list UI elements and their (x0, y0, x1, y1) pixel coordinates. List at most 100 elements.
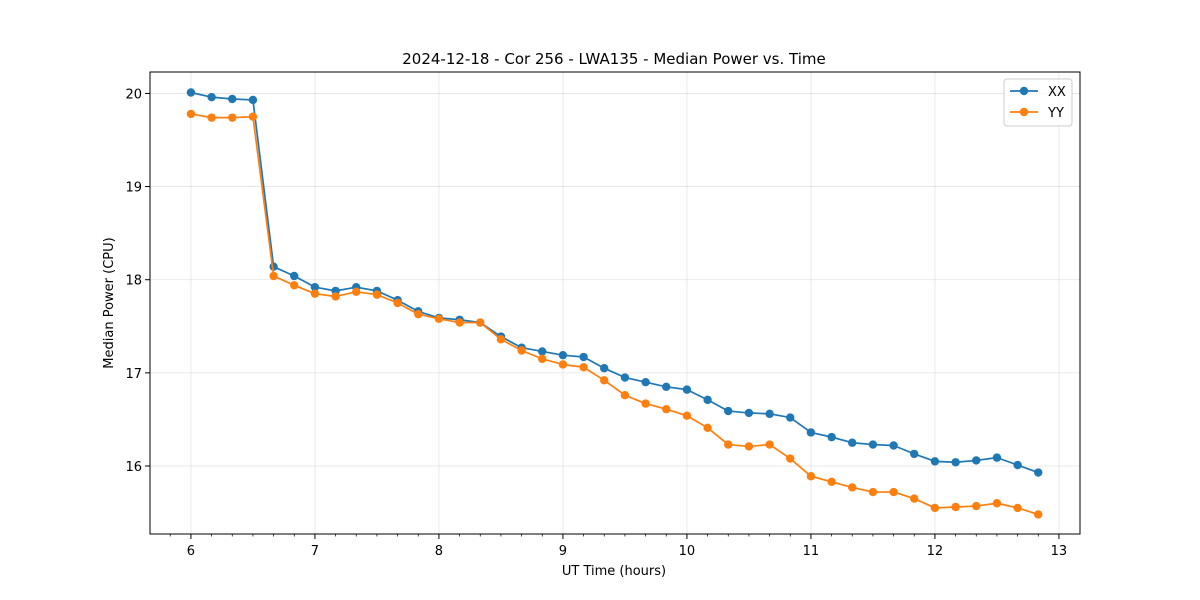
data-point-xx (703, 395, 712, 405)
x-tick-label: 10 (679, 544, 696, 559)
data-point-yy (434, 314, 444, 324)
data-point-yy (269, 271, 278, 281)
data-point-yy (331, 292, 340, 301)
data-point-yy (579, 363, 588, 372)
data-point-yy (951, 502, 960, 512)
x-tick-label: 8 (435, 544, 443, 559)
data-point-yy (868, 487, 878, 497)
series-group (186, 88, 1043, 519)
data-point-xx (848, 438, 857, 447)
series-line-xx (190, 91, 1039, 474)
data-point-xx (1034, 468, 1043, 477)
data-point-yy (641, 399, 650, 408)
data-point-xx (951, 458, 960, 467)
data-point-yy (972, 501, 981, 511)
data-point-xx (558, 350, 568, 360)
data-point-yy (786, 454, 795, 463)
data-point-yy (290, 281, 299, 290)
plot-frame (149, 71, 1081, 535)
legend-label-yy: YY (1047, 106, 1064, 121)
data-point-xx (786, 413, 795, 422)
data-point-yy (682, 411, 692, 420)
y-axis-label: Median Power (CPU) (102, 237, 117, 368)
data-point-xx (930, 457, 940, 466)
data-point-yy (848, 483, 857, 492)
data-point-xx (290, 271, 299, 281)
data-point-xx (228, 94, 237, 104)
data-point-yy (393, 298, 402, 308)
data-point-yy (538, 354, 547, 364)
data-point-xx (910, 449, 919, 459)
data-point-yy (496, 335, 506, 344)
data-point-yy (414, 309, 423, 319)
data-point-xx (889, 441, 898, 450)
data-point-xx (972, 456, 981, 465)
data-point-xx (806, 428, 816, 437)
data-point-xx (1013, 460, 1022, 470)
data-point-xx (620, 373, 630, 382)
data-point-yy (1013, 503, 1022, 513)
data-point-yy (765, 440, 774, 449)
data-point-xx (538, 347, 547, 356)
data-point-xx (744, 408, 754, 418)
data-point-yy (910, 494, 919, 503)
data-point-yy (600, 376, 609, 385)
data-point-xx (662, 382, 671, 392)
data-point-yy (827, 477, 836, 487)
y-tick-label: 16 (125, 460, 142, 475)
grid (150, 72, 1080, 534)
data-point-yy (703, 423, 712, 433)
data-point-xx (248, 95, 258, 105)
x-tick-label: 6 (187, 544, 195, 559)
data-point-xx (310, 282, 320, 292)
data-point-xx (724, 406, 733, 416)
x-tick-label: 9 (559, 544, 567, 559)
data-point-yy (662, 404, 671, 414)
data-point-yy (228, 113, 237, 122)
data-point-yy (476, 318, 485, 327)
data-point-xx (186, 88, 196, 97)
legend-label-xx: XX (1048, 85, 1066, 100)
data-point-yy (724, 440, 733, 449)
data-point-yy (207, 113, 216, 122)
data-point-xx (868, 440, 878, 449)
data-point-yy (806, 472, 816, 481)
y-tick-label: 20 (125, 87, 142, 102)
data-point-yy (455, 318, 464, 327)
data-point-yy (1034, 510, 1043, 519)
data-point-yy (248, 112, 258, 121)
data-point-yy (186, 109, 196, 119)
chart-title: 2024-12-18 - Cor 256 - LWA135 - Median P… (402, 50, 826, 68)
x-tick-label: 13 (1051, 544, 1068, 559)
x-tick-label: 12 (927, 544, 944, 559)
data-point-yy (620, 391, 630, 400)
data-point-yy (352, 287, 361, 297)
axis-ticks: 6 7 8 9 10 11 12 13 16 17 18 19 20 (125, 87, 1067, 559)
data-point-xx (579, 352, 588, 362)
data-point-xx (641, 377, 650, 387)
x-axis-label: UT Time (hours) (562, 564, 666, 579)
y-tick-label: 17 (125, 367, 142, 382)
x-tick-label: 7 (311, 544, 319, 559)
data-point-xx (827, 432, 836, 442)
data-point-yy (517, 346, 526, 355)
data-point-yy (930, 503, 940, 513)
data-point-xx (765, 409, 774, 419)
data-point-yy (992, 499, 1002, 508)
data-point-xx (207, 92, 216, 102)
x-tick-label: 11 (803, 544, 820, 559)
legend: XX YY (1003, 78, 1073, 127)
data-point-yy (310, 289, 320, 298)
data-point-yy (889, 487, 898, 497)
y-tick-label: 18 (125, 274, 142, 289)
legend-marker-yy (1019, 107, 1029, 117)
legend-marker-xx (1019, 86, 1029, 96)
data-point-xx (992, 453, 1002, 462)
data-point-xx (600, 364, 609, 373)
y-tick-label: 19 (125, 181, 142, 196)
data-point-xx (682, 385, 692, 394)
data-point-yy (372, 290, 382, 299)
data-point-yy (558, 360, 568, 369)
data-point-yy (744, 442, 754, 451)
